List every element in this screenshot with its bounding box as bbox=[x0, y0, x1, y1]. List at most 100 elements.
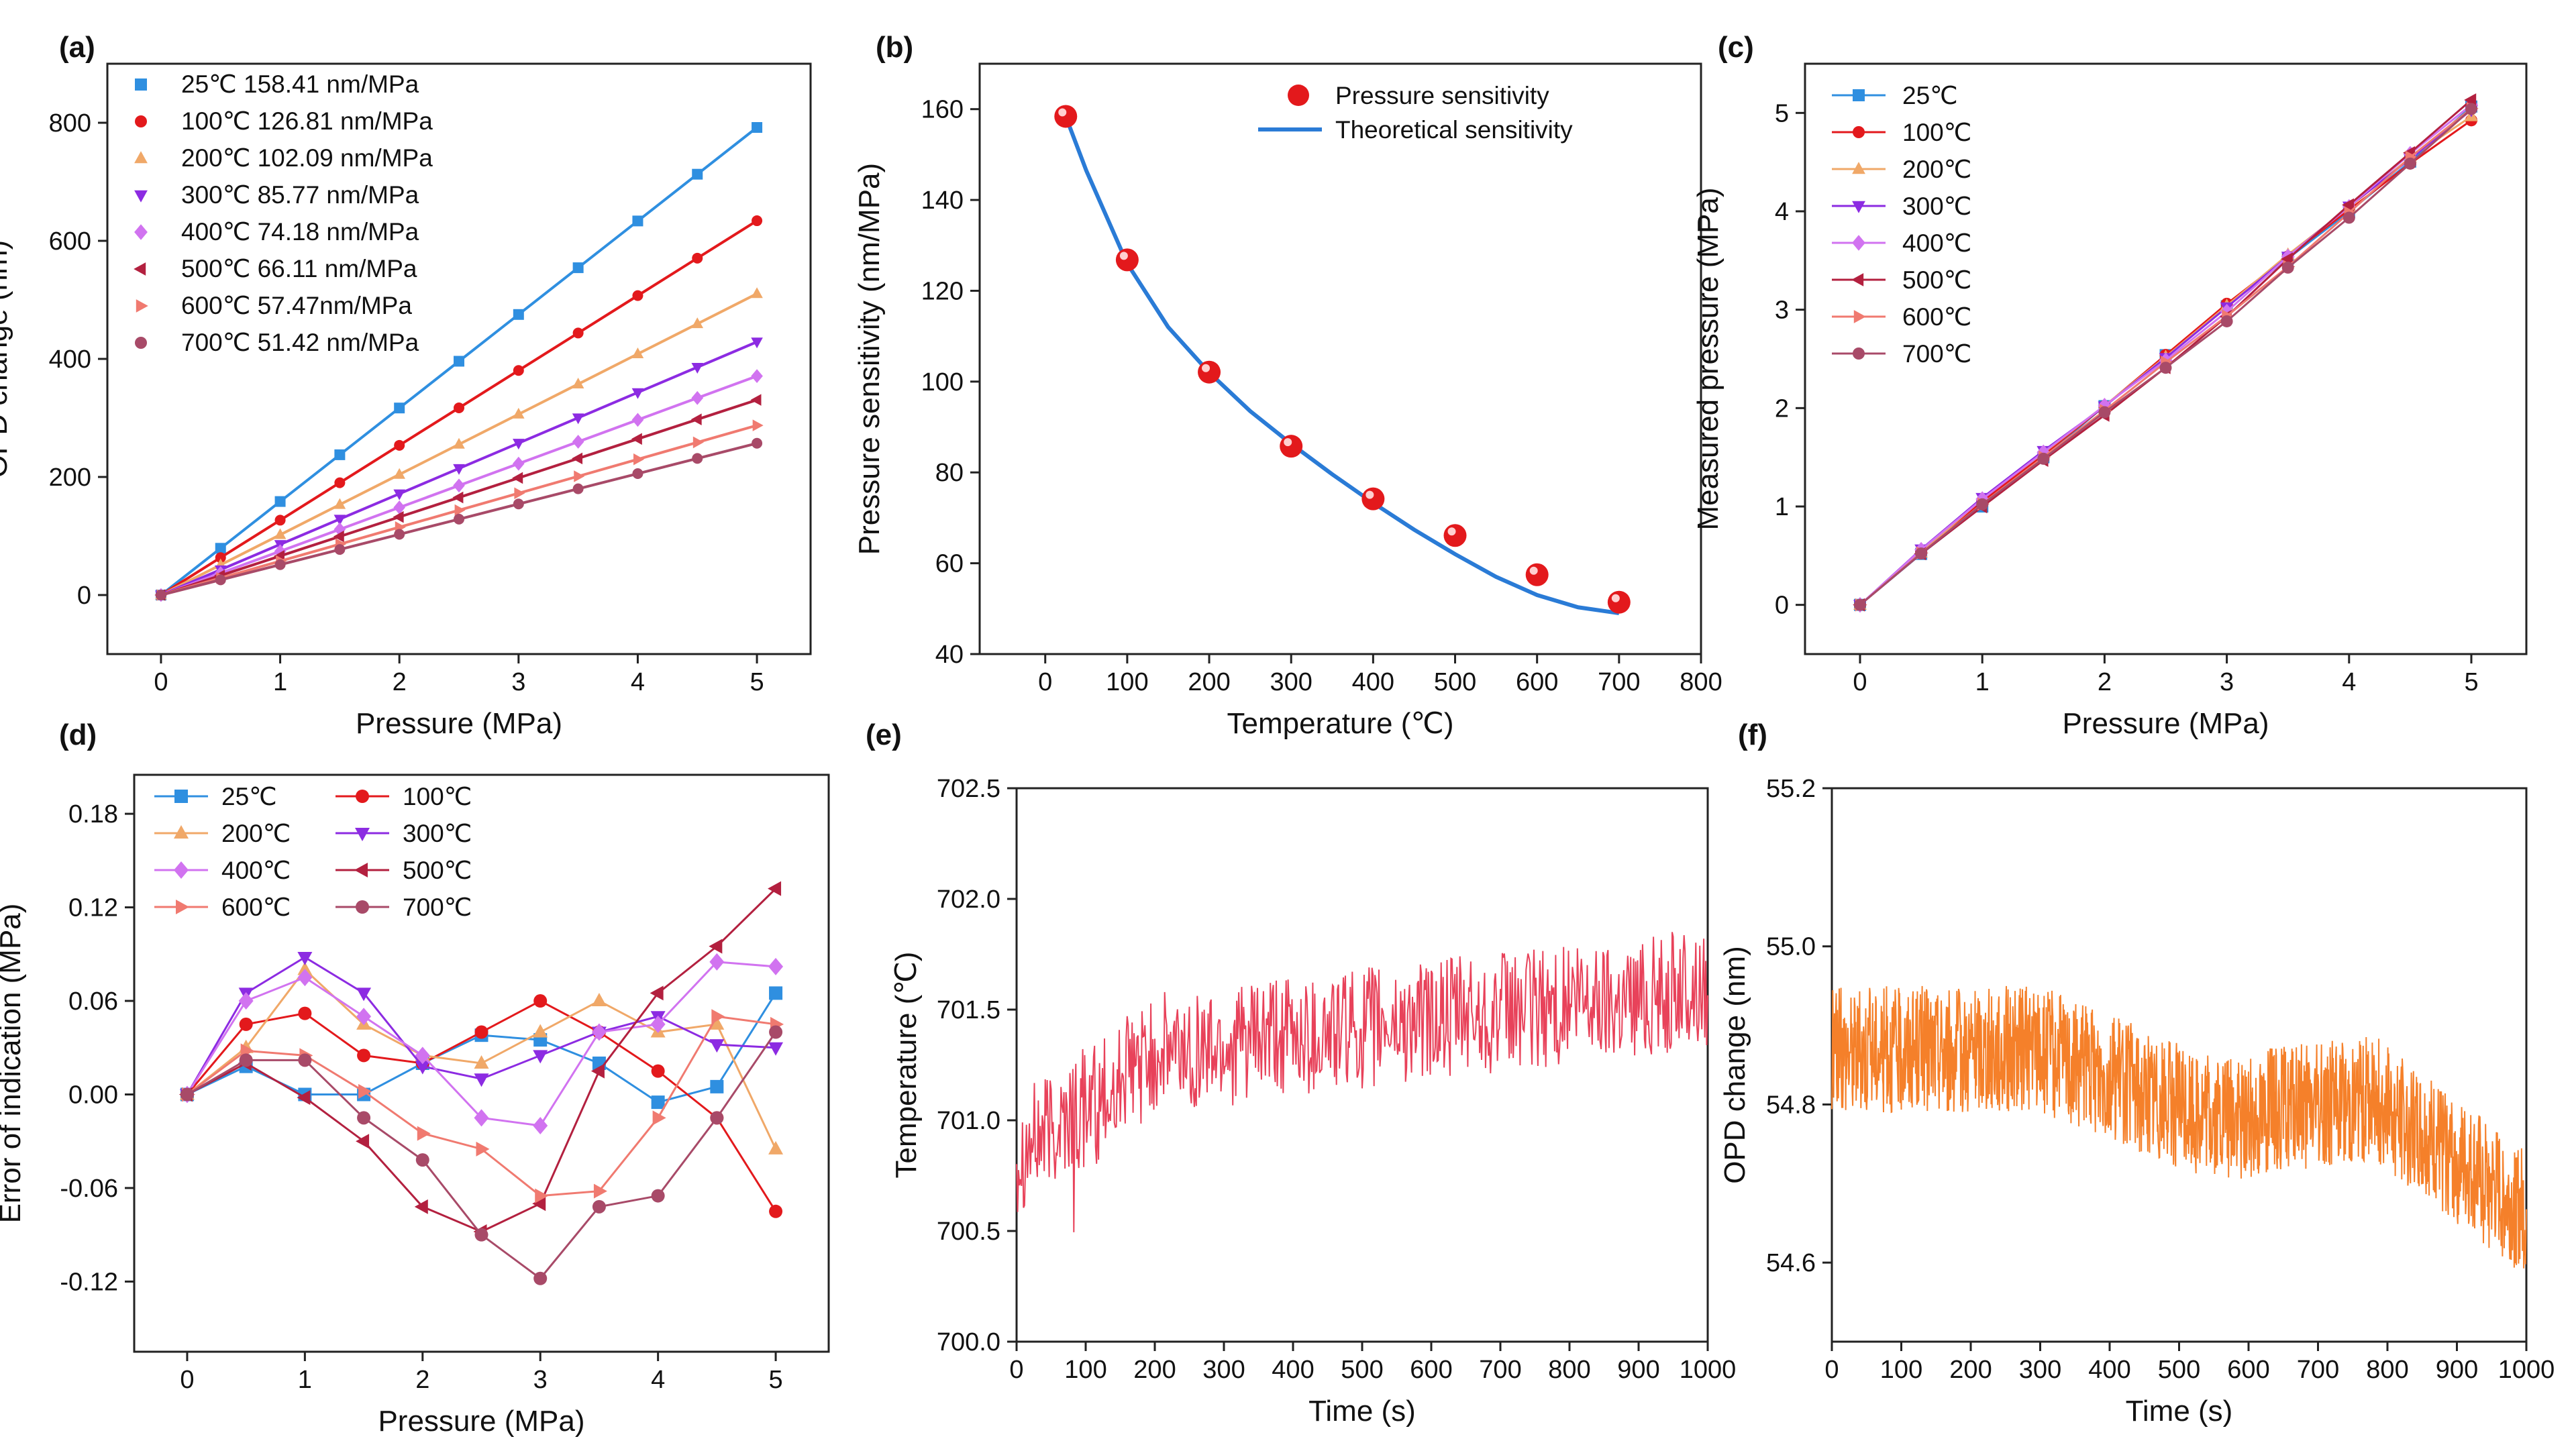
data-point bbox=[274, 496, 286, 507]
data-point bbox=[356, 987, 372, 1002]
data-point bbox=[631, 347, 644, 359]
point-highlight bbox=[1284, 438, 1292, 447]
data-point bbox=[751, 369, 763, 384]
data-point bbox=[454, 356, 464, 367]
data-point bbox=[710, 1079, 724, 1093]
legend-marker bbox=[1852, 162, 1865, 174]
data-point bbox=[298, 1053, 312, 1067]
legend-label: 700℃ bbox=[1902, 340, 1971, 368]
x-tick-label: 0 bbox=[154, 668, 168, 696]
data-point bbox=[533, 1050, 548, 1064]
legend-label: 100℃ 126.81 nm/MPa bbox=[181, 107, 433, 135]
legend-label: 100℃ bbox=[403, 783, 472, 810]
x-tick-label: 100 bbox=[1106, 668, 1148, 696]
legend-marker bbox=[1853, 347, 1865, 360]
data-point bbox=[297, 969, 313, 987]
legend-label: 700℃ bbox=[403, 894, 472, 921]
legend-marker bbox=[135, 337, 147, 349]
x-tick-label: 300 bbox=[2019, 1356, 2061, 1384]
x-tick-label: 400 bbox=[1352, 668, 1394, 696]
legend-marker bbox=[134, 262, 146, 276]
x-axis-label: Pressure (MPa) bbox=[356, 707, 562, 740]
panel-letter-a: (a) bbox=[59, 31, 95, 64]
y-tick-label: 120 bbox=[921, 277, 964, 305]
data-point bbox=[690, 413, 702, 426]
sensitivity-point bbox=[1115, 248, 1139, 272]
x-axis-label: Time (s) bbox=[2126, 1395, 2233, 1428]
legend-marker bbox=[176, 900, 189, 914]
data-point bbox=[2281, 261, 2294, 274]
point-highlight bbox=[1447, 527, 1456, 536]
data-point bbox=[356, 1134, 370, 1149]
x-tick-label: 600 bbox=[1516, 668, 1558, 696]
data-point bbox=[297, 951, 313, 965]
data-point bbox=[572, 262, 584, 274]
data-point bbox=[334, 544, 346, 555]
data-point bbox=[417, 1126, 431, 1141]
data-point bbox=[476, 1141, 490, 1157]
x-tick-label: 800 bbox=[1680, 668, 1722, 696]
point-highlight bbox=[1529, 566, 1538, 575]
data-point bbox=[535, 1188, 549, 1203]
y-tick-label: 1 bbox=[1775, 493, 1789, 521]
y-tick-label: 55.2 bbox=[1766, 775, 1816, 803]
data-point bbox=[592, 1199, 606, 1214]
y-tick-label: 140 bbox=[921, 186, 964, 215]
data-point bbox=[692, 436, 704, 449]
x-tick-label: 0 bbox=[1009, 1356, 1023, 1384]
sensitivity-point bbox=[1361, 487, 1385, 511]
y-tick-label: 0.00 bbox=[68, 1081, 118, 1109]
sensitivity-point bbox=[1525, 563, 1549, 586]
x-tick-label: 400 bbox=[2088, 1356, 2130, 1384]
data-point bbox=[1853, 598, 1866, 611]
data-point bbox=[2037, 444, 2051, 461]
y-tick-label: 55.0 bbox=[1766, 933, 1816, 961]
y-tick-label: 400 bbox=[49, 345, 91, 374]
x-tick-label: 600 bbox=[2227, 1356, 2269, 1384]
x-tick-label: 2 bbox=[415, 1366, 429, 1394]
data-point bbox=[333, 515, 346, 526]
data-point bbox=[574, 470, 585, 482]
y-tick-label: 54.6 bbox=[1766, 1249, 1816, 1277]
point-highlight bbox=[1058, 108, 1067, 117]
data-point bbox=[1976, 498, 1989, 511]
legend-label: 200℃ bbox=[1902, 156, 1971, 183]
data-point bbox=[454, 402, 464, 414]
data-point bbox=[709, 1039, 725, 1053]
plot-frame bbox=[133, 773, 830, 1353]
chart-d-error-of-indication: 0 1 2 3 4 5 -0.12 -0.06 0.00 0.06 0.12 0.18 Pressure… bbox=[0, 773, 830, 1438]
legend-label: 700℃ 51.42 nm/MPa bbox=[181, 329, 419, 356]
legend-label: 500℃ bbox=[1902, 266, 1971, 294]
legend-marker bbox=[174, 790, 188, 803]
x-tick-label: 800 bbox=[1548, 1356, 1590, 1384]
data-point bbox=[591, 1023, 607, 1041]
data-point bbox=[474, 1073, 489, 1087]
x-axis-label: Temperature (℃) bbox=[1227, 707, 1454, 740]
data-point bbox=[2037, 452, 2050, 465]
data-point bbox=[239, 1053, 253, 1067]
legend-label: 300℃ bbox=[1902, 193, 1971, 220]
data-point bbox=[533, 994, 548, 1008]
data-point bbox=[572, 483, 584, 494]
panel-letter-b: (b) bbox=[876, 31, 913, 64]
data-point bbox=[711, 1009, 725, 1024]
x-tick-label: 4 bbox=[651, 1366, 665, 1394]
data-point bbox=[180, 1087, 194, 1102]
data-point bbox=[274, 515, 286, 526]
panel-letter-d: (d) bbox=[59, 718, 97, 751]
data-point bbox=[513, 456, 525, 471]
data-point bbox=[2098, 406, 2111, 419]
data-point bbox=[334, 477, 346, 488]
x-tick-label: 0 bbox=[1038, 668, 1052, 696]
data-point bbox=[2465, 103, 2478, 115]
plot-frame bbox=[978, 62, 1702, 655]
data-point bbox=[334, 449, 346, 460]
data-point bbox=[692, 453, 703, 464]
data-point bbox=[274, 559, 286, 570]
x-tick-label: 700 bbox=[1479, 1356, 1521, 1384]
legend-label: 200℃ 102.09 nm/MPa bbox=[181, 144, 433, 172]
data-point bbox=[632, 468, 643, 480]
x-tick-label: 900 bbox=[2436, 1356, 2478, 1384]
data-point bbox=[452, 491, 464, 504]
data-point bbox=[474, 1228, 488, 1242]
